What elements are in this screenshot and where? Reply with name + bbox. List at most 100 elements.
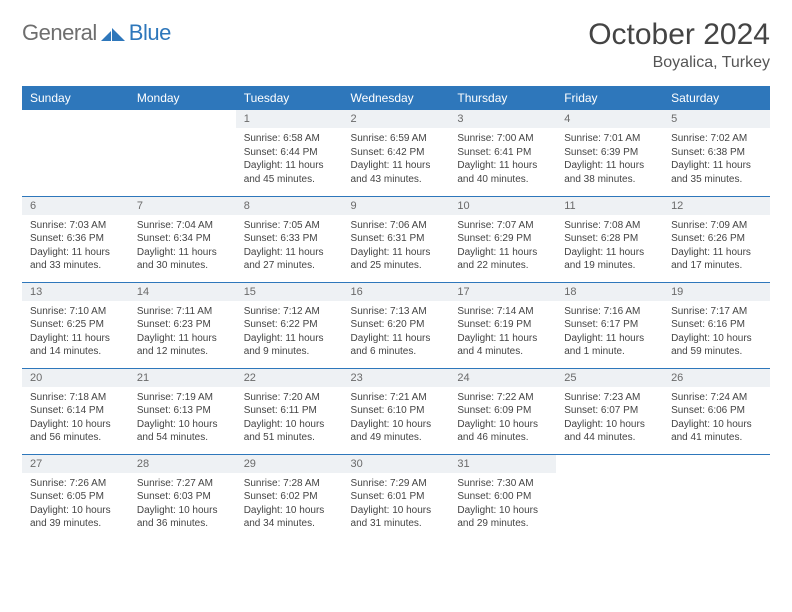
day-details: Sunrise: 7:03 AMSunset: 6:36 PMDaylight:…	[22, 215, 129, 279]
day-number: 17	[449, 283, 556, 301]
sunrise-line: Sunrise: 6:59 AM	[351, 132, 442, 146]
sunset-line: Sunset: 6:10 PM	[351, 404, 442, 418]
calendar-cell: 16Sunrise: 7:13 AMSunset: 6:20 PMDayligh…	[343, 282, 450, 368]
calendar-cell: 17Sunrise: 7:14 AMSunset: 6:19 PMDayligh…	[449, 282, 556, 368]
daylight-line: Daylight: 10 hours and 51 minutes.	[244, 418, 335, 445]
day-details: Sunrise: 7:23 AMSunset: 6:07 PMDaylight:…	[556, 387, 663, 451]
sunset-line: Sunset: 6:20 PM	[351, 318, 442, 332]
day-details: Sunrise: 7:14 AMSunset: 6:19 PMDaylight:…	[449, 301, 556, 365]
day-number: 12	[663, 197, 770, 215]
sunrise-line: Sunrise: 7:03 AM	[30, 219, 121, 233]
daylight-line: Daylight: 11 hours and 43 minutes.	[351, 159, 442, 186]
day-number: 5	[663, 110, 770, 128]
weekday-header: Monday	[129, 86, 236, 110]
header: General Blue October 2024 Boyalica, Turk…	[22, 18, 770, 72]
day-details: Sunrise: 7:26 AMSunset: 6:05 PMDaylight:…	[22, 473, 129, 537]
sunrise-line: Sunrise: 7:16 AM	[564, 305, 655, 319]
daylight-line: Daylight: 10 hours and 46 minutes.	[457, 418, 548, 445]
day-details: Sunrise: 6:59 AMSunset: 6:42 PMDaylight:…	[343, 128, 450, 192]
calendar-cell: 14Sunrise: 7:11 AMSunset: 6:23 PMDayligh…	[129, 282, 236, 368]
day-details: Sunrise: 7:12 AMSunset: 6:22 PMDaylight:…	[236, 301, 343, 365]
daylight-line: Daylight: 10 hours and 29 minutes.	[457, 504, 548, 531]
day-details: Sunrise: 7:04 AMSunset: 6:34 PMDaylight:…	[129, 215, 236, 279]
day-details: Sunrise: 7:21 AMSunset: 6:10 PMDaylight:…	[343, 387, 450, 451]
day-number: 16	[343, 283, 450, 301]
sunset-line: Sunset: 6:17 PM	[564, 318, 655, 332]
day-number: 14	[129, 283, 236, 301]
sunrise-line: Sunrise: 7:13 AM	[351, 305, 442, 319]
sunrise-line: Sunrise: 7:05 AM	[244, 219, 335, 233]
day-details: Sunrise: 7:27 AMSunset: 6:03 PMDaylight:…	[129, 473, 236, 537]
sunrise-line: Sunrise: 7:11 AM	[137, 305, 228, 319]
sunset-line: Sunset: 6:36 PM	[30, 232, 121, 246]
daylight-line: Daylight: 11 hours and 6 minutes.	[351, 332, 442, 359]
day-number: 7	[129, 197, 236, 215]
logo-text-b: Blue	[129, 20, 171, 46]
calendar-cell	[663, 454, 770, 540]
day-number: 10	[449, 197, 556, 215]
daylight-line: Daylight: 11 hours and 38 minutes.	[564, 159, 655, 186]
day-number: 22	[236, 369, 343, 387]
sunset-line: Sunset: 6:09 PM	[457, 404, 548, 418]
sunset-line: Sunset: 6:01 PM	[351, 490, 442, 504]
sunset-line: Sunset: 6:05 PM	[30, 490, 121, 504]
daylight-line: Daylight: 10 hours and 59 minutes.	[671, 332, 762, 359]
sunrise-line: Sunrise: 7:19 AM	[137, 391, 228, 405]
calendar-cell: 2Sunrise: 6:59 AMSunset: 6:42 PMDaylight…	[343, 110, 450, 196]
daylight-line: Daylight: 11 hours and 4 minutes.	[457, 332, 548, 359]
daylight-line: Daylight: 10 hours and 54 minutes.	[137, 418, 228, 445]
logo: General Blue	[22, 20, 171, 46]
day-number: 25	[556, 369, 663, 387]
calendar-cell	[556, 454, 663, 540]
calendar-cell: 4Sunrise: 7:01 AMSunset: 6:39 PMDaylight…	[556, 110, 663, 196]
sunset-line: Sunset: 6:29 PM	[457, 232, 548, 246]
sunrise-line: Sunrise: 7:07 AM	[457, 219, 548, 233]
daylight-line: Daylight: 11 hours and 9 minutes.	[244, 332, 335, 359]
sunset-line: Sunset: 6:07 PM	[564, 404, 655, 418]
sunset-line: Sunset: 6:42 PM	[351, 146, 442, 160]
sunset-line: Sunset: 6:39 PM	[564, 146, 655, 160]
sunrise-line: Sunrise: 7:29 AM	[351, 477, 442, 491]
calendar-cell	[22, 110, 129, 196]
calendar-cell: 6Sunrise: 7:03 AMSunset: 6:36 PMDaylight…	[22, 196, 129, 282]
day-details: Sunrise: 7:13 AMSunset: 6:20 PMDaylight:…	[343, 301, 450, 365]
sunrise-line: Sunrise: 7:22 AM	[457, 391, 548, 405]
day-details: Sunrise: 7:06 AMSunset: 6:31 PMDaylight:…	[343, 215, 450, 279]
sunset-line: Sunset: 6:41 PM	[457, 146, 548, 160]
day-number: 28	[129, 455, 236, 473]
sunset-line: Sunset: 6:16 PM	[671, 318, 762, 332]
day-details: Sunrise: 7:10 AMSunset: 6:25 PMDaylight:…	[22, 301, 129, 365]
daylight-line: Daylight: 10 hours and 49 minutes.	[351, 418, 442, 445]
day-number: 21	[129, 369, 236, 387]
day-details: Sunrise: 7:18 AMSunset: 6:14 PMDaylight:…	[22, 387, 129, 451]
sunrise-line: Sunrise: 7:17 AM	[671, 305, 762, 319]
calendar-cell: 15Sunrise: 7:12 AMSunset: 6:22 PMDayligh…	[236, 282, 343, 368]
sunrise-line: Sunrise: 7:09 AM	[671, 219, 762, 233]
day-number: 8	[236, 197, 343, 215]
sunrise-line: Sunrise: 7:12 AM	[244, 305, 335, 319]
day-number: 13	[22, 283, 129, 301]
calendar-cell: 30Sunrise: 7:29 AMSunset: 6:01 PMDayligh…	[343, 454, 450, 540]
calendar-cell: 10Sunrise: 7:07 AMSunset: 6:29 PMDayligh…	[449, 196, 556, 282]
calendar-week-row: 20Sunrise: 7:18 AMSunset: 6:14 PMDayligh…	[22, 368, 770, 454]
calendar-cell: 9Sunrise: 7:06 AMSunset: 6:31 PMDaylight…	[343, 196, 450, 282]
calendar-cell: 7Sunrise: 7:04 AMSunset: 6:34 PMDaylight…	[129, 196, 236, 282]
daylight-line: Daylight: 11 hours and 25 minutes.	[351, 246, 442, 273]
daylight-line: Daylight: 11 hours and 30 minutes.	[137, 246, 228, 273]
calendar-cell: 21Sunrise: 7:19 AMSunset: 6:13 PMDayligh…	[129, 368, 236, 454]
day-number: 31	[449, 455, 556, 473]
sunrise-line: Sunrise: 7:10 AM	[30, 305, 121, 319]
sunset-line: Sunset: 6:11 PM	[244, 404, 335, 418]
logo-text-a: General	[22, 20, 97, 46]
day-details: Sunrise: 7:19 AMSunset: 6:13 PMDaylight:…	[129, 387, 236, 451]
calendar-cell: 26Sunrise: 7:24 AMSunset: 6:06 PMDayligh…	[663, 368, 770, 454]
day-details: Sunrise: 7:16 AMSunset: 6:17 PMDaylight:…	[556, 301, 663, 365]
day-number: 1	[236, 110, 343, 128]
calendar-week-row: 6Sunrise: 7:03 AMSunset: 6:36 PMDaylight…	[22, 196, 770, 282]
daylight-line: Daylight: 11 hours and 19 minutes.	[564, 246, 655, 273]
day-number: 24	[449, 369, 556, 387]
sunrise-line: Sunrise: 7:18 AM	[30, 391, 121, 405]
day-number: 2	[343, 110, 450, 128]
daylight-line: Daylight: 10 hours and 31 minutes.	[351, 504, 442, 531]
sunset-line: Sunset: 6:13 PM	[137, 404, 228, 418]
